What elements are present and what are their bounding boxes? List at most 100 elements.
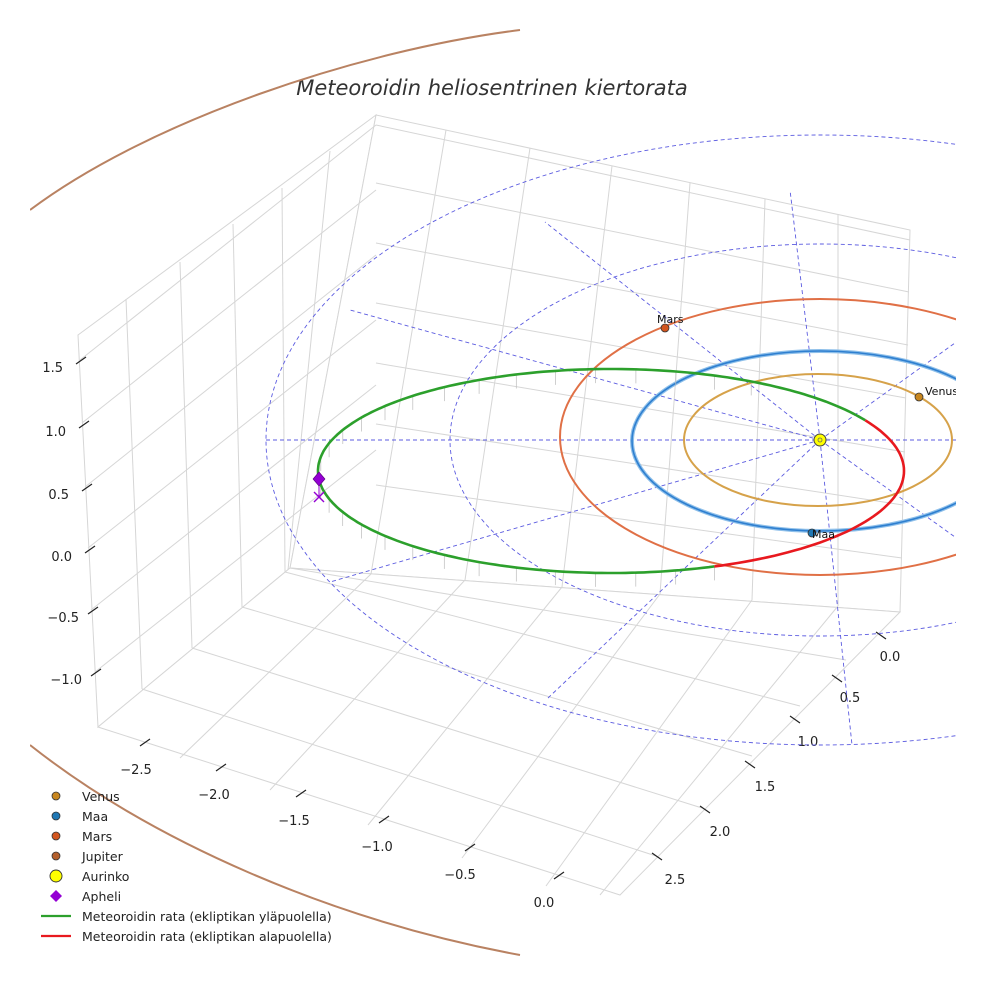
y-pane-gridline (375, 182, 910, 293)
floor-gridline (545, 599, 753, 887)
jupiter-orbit-arc (30, 744, 521, 956)
legend-label: Jupiter (82, 848, 123, 864)
floor-gridline (289, 567, 847, 661)
x-axis-ticks (139, 738, 565, 880)
z-tick-label: 1.0 (45, 425, 66, 440)
y-tick-labels: 0.0 0.5 1.0 1.5 2.0 2.5 (665, 650, 901, 888)
legend-label: Venus (82, 788, 120, 804)
mars-marker (660, 323, 670, 333)
ecliptic-spoke (329, 439, 821, 583)
sun-marker (813, 433, 827, 447)
x-pane-gridline (281, 187, 286, 573)
y-tick-label: 2.0 (710, 825, 731, 840)
legend-item-orbit-above: Meteoroidin rata (ekliptikan yläpuolella… (38, 906, 332, 926)
z-tick-mark (84, 545, 96, 554)
y-pane-gridline (464, 147, 531, 581)
legend-item-orbit-below: Meteoroidin rata (ekliptikan alapuolella… (38, 926, 332, 946)
circle-marker-icon (38, 826, 74, 846)
x-pane-gridline (81, 189, 377, 424)
z-tick-labels: 1.5 1.0 0.5 0.0 −0.5 −1.0 (42, 361, 82, 688)
floor-gridline (461, 593, 661, 859)
floor-gridline (599, 605, 839, 896)
x-tick-mark (215, 763, 227, 772)
y-pane-gridline (370, 129, 447, 575)
x-pane-gridline (79, 124, 377, 361)
legend-label: Aurinko (82, 868, 130, 884)
x-tick-mark (295, 789, 307, 798)
z-tick-label: −1.0 (50, 673, 82, 688)
ecliptic-spoke (819, 439, 956, 539)
y-tick-mark (744, 760, 756, 769)
z-tick-label: 0.5 (48, 488, 69, 503)
floor-gridline (141, 688, 657, 857)
y-tick-mark (651, 852, 663, 861)
z-tick-label: 0.0 (51, 550, 72, 565)
legend-item-venus: Venus (38, 786, 332, 806)
legend-item-maa: Maa (38, 806, 332, 826)
legend-label: Apheli (82, 888, 122, 904)
z-tick-mark (81, 483, 93, 492)
earth-marker (807, 528, 817, 538)
floor-gridline (179, 573, 372, 759)
z-axis-ticks (75, 356, 102, 677)
y-tick-label: 0.0 (880, 650, 901, 665)
mars-orbit (559, 298, 956, 576)
x-tick-label: −0.5 (444, 868, 476, 883)
x-tick-mark (464, 843, 476, 852)
y-pane-gridline (751, 198, 766, 601)
diamond-marker-icon (38, 886, 74, 906)
y-pane-gridline (375, 242, 909, 346)
z-tick-mark (78, 420, 90, 429)
x-pane-gridline (87, 319, 377, 549)
circle-marker-icon (38, 846, 74, 866)
y-pane-gridline (375, 484, 903, 559)
ecliptic-spoke (819, 341, 956, 441)
sun-marker-icon (38, 866, 74, 886)
legend-item-mars: Mars (38, 826, 332, 846)
legend-label: Meteoroidin rata (ekliptikan yläpuolella… (82, 908, 332, 924)
meteoroid-orbit-below (714, 419, 906, 568)
meteoroid-drop-lines (317, 369, 752, 587)
circle-marker-icon (38, 806, 74, 826)
ecliptic-spoke (819, 439, 853, 746)
y-tick-label: 0.5 (840, 691, 861, 706)
earth-label: Maa (812, 528, 835, 541)
legend-item-jupiter: Jupiter (38, 846, 332, 866)
x-pane-gridline (125, 298, 143, 690)
y-tick-label: 2.5 (665, 873, 686, 888)
sun-center (817, 437, 823, 443)
floor-pane (96, 567, 902, 896)
legend-label: Meteoroidin rata (ekliptikan alapuolella… (82, 928, 332, 944)
legend-label: Mars (82, 828, 113, 844)
z-tick-label: 1.5 (42, 361, 63, 376)
floor-gridline (241, 606, 753, 757)
y-tick-mark (831, 674, 843, 683)
floor-gridline (269, 579, 466, 791)
mars-label: Mars (657, 313, 684, 326)
x-pane-gridline (287, 150, 331, 571)
aphelion-marker (312, 471, 326, 487)
z-tick-label: −0.5 (47, 611, 79, 626)
venus-marker (914, 392, 924, 402)
x-pane-gridline (232, 223, 243, 608)
legend-item-apheli: Apheli (38, 886, 332, 906)
earth-orbit-line (631, 350, 956, 532)
venus-orbit (683, 373, 953, 507)
aphelion-projection-marker (313, 491, 325, 503)
green-line-icon (38, 906, 74, 926)
venus-label: Venus (925, 385, 958, 398)
x-tick-mark (378, 815, 390, 824)
z-tick-mark (75, 356, 87, 365)
y-tick-mark (875, 631, 887, 640)
floor-gridline (284, 571, 801, 707)
y-pane-gridline (659, 182, 691, 595)
chart-title: Meteoroidin heliosentrinen kiertorata (296, 76, 688, 100)
y-tick-label: 1.5 (755, 780, 776, 795)
y-pane-gridline (375, 302, 907, 399)
x-tick-labels: −2.5 −2.0 −1.5 −1.0 −0.5 0.0 (120, 763, 554, 911)
x-pane-gridline (94, 449, 377, 673)
y-pane-gridline (375, 124, 911, 241)
x-tick-label: −2.5 (120, 763, 152, 778)
x-tick-label: −1.5 (278, 814, 310, 829)
circle-marker-icon (38, 786, 74, 806)
